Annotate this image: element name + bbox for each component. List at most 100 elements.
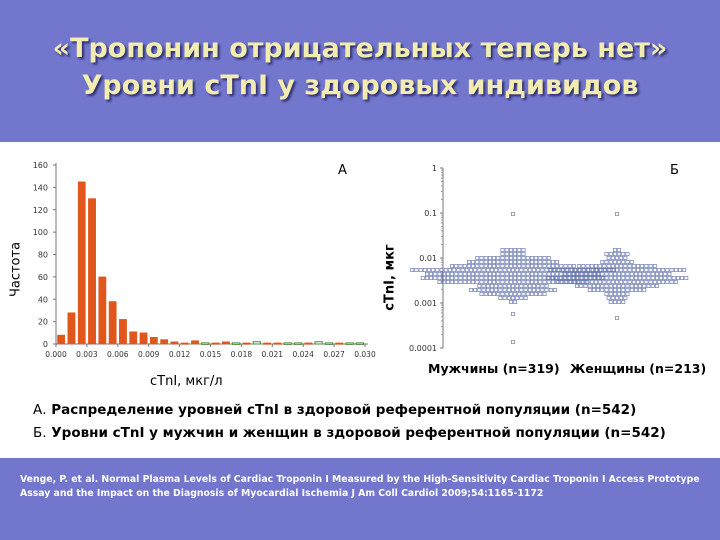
- data-point: [590, 268, 595, 272]
- data-point: [424, 272, 429, 276]
- data-point: [580, 280, 585, 284]
- data-point: [567, 272, 572, 276]
- data-point: [534, 260, 539, 264]
- data-point: [596, 284, 601, 288]
- data-point: [589, 280, 594, 284]
- data-point: [542, 272, 547, 276]
- data-point: [555, 276, 560, 280]
- data-point: [530, 272, 534, 276]
- histogram-bar: [273, 342, 282, 345]
- histogram-bar: [324, 342, 334, 345]
- data-point: [675, 276, 680, 280]
- data-point: [552, 268, 556, 272]
- data-point: [496, 264, 501, 268]
- data-point: [631, 268, 636, 272]
- data-point: [607, 268, 612, 272]
- data-point: [608, 300, 613, 304]
- data-point: [450, 272, 455, 276]
- data-point: [454, 280, 459, 284]
- data-point: [629, 288, 634, 292]
- data-point: [441, 276, 446, 280]
- data-point: [562, 272, 567, 276]
- title-line-2: Уровни cTnI у здоровых индивидов: [81, 70, 639, 101]
- data-point: [682, 268, 687, 272]
- data-point: [621, 260, 626, 264]
- data-point: [604, 292, 609, 296]
- data-point: [585, 264, 590, 268]
- data-point: [483, 292, 488, 296]
- data-point: [513, 272, 518, 276]
- data-point: [437, 280, 442, 284]
- data-point: [598, 280, 603, 284]
- data-point: [634, 288, 638, 292]
- data-point: [509, 272, 513, 276]
- figure-panel: [0, 142, 720, 458]
- data-point: [642, 288, 647, 292]
- data-point: [594, 280, 598, 284]
- data-point: [450, 276, 455, 280]
- data-point: [661, 280, 666, 284]
- y-tick-label: 1: [432, 164, 437, 173]
- data-point: [648, 268, 653, 272]
- data-point: [602, 280, 607, 284]
- data-point: [644, 264, 649, 268]
- data-point: [588, 276, 593, 280]
- data-point: [553, 288, 557, 292]
- data-point: [623, 264, 628, 268]
- data-point: [538, 280, 543, 284]
- data-point: [555, 272, 560, 276]
- data-point: [511, 212, 515, 216]
- data-point: [583, 284, 588, 288]
- data-point: [566, 272, 571, 276]
- data-point: [619, 264, 624, 268]
- data-point: [654, 272, 659, 276]
- data-point: [631, 280, 636, 284]
- data-point: [634, 284, 638, 288]
- data-point: [648, 280, 653, 284]
- data-point: [592, 276, 596, 280]
- data-point: [494, 288, 499, 292]
- data-point: [565, 268, 570, 272]
- data-point: [597, 276, 602, 280]
- data-point: [604, 276, 609, 280]
- data-point: [571, 276, 575, 280]
- data-point: [555, 260, 560, 264]
- histogram-bar: [119, 319, 127, 345]
- data-point: [566, 276, 571, 280]
- y-tick-label: 0.01: [419, 254, 437, 263]
- data-point: [471, 276, 476, 280]
- data-point: [490, 288, 494, 292]
- data-point: [562, 276, 567, 280]
- data-point: [477, 288, 482, 292]
- data-point: [585, 280, 590, 284]
- data-point: [475, 276, 480, 280]
- data-point: [555, 280, 560, 284]
- data-point: [542, 256, 547, 260]
- data-point: [593, 276, 597, 280]
- data-point: [600, 260, 605, 264]
- data-point: [627, 268, 632, 272]
- data-point: [638, 276, 643, 280]
- data-point: [456, 268, 461, 272]
- data-point: [471, 260, 476, 264]
- data-point: [610, 256, 615, 260]
- data-point: [490, 284, 494, 288]
- data-point: [625, 252, 630, 256]
- data-point: [579, 284, 584, 288]
- x-tick-label: 0.003: [76, 350, 98, 359]
- data-point: [527, 288, 532, 292]
- data-point: [654, 276, 659, 280]
- data-point: [544, 284, 549, 288]
- y-tick-label: 120: [33, 206, 48, 215]
- data-point: [615, 268, 619, 272]
- data-point: [587, 284, 592, 288]
- data-point: [619, 280, 624, 284]
- data-point: [615, 212, 619, 216]
- data-point: [427, 268, 431, 272]
- data-point: [469, 268, 473, 272]
- data-point: [613, 284, 617, 288]
- data-point: [604, 284, 609, 288]
- data-point: [642, 272, 647, 276]
- data-point: [525, 272, 530, 276]
- data-point: [584, 280, 589, 284]
